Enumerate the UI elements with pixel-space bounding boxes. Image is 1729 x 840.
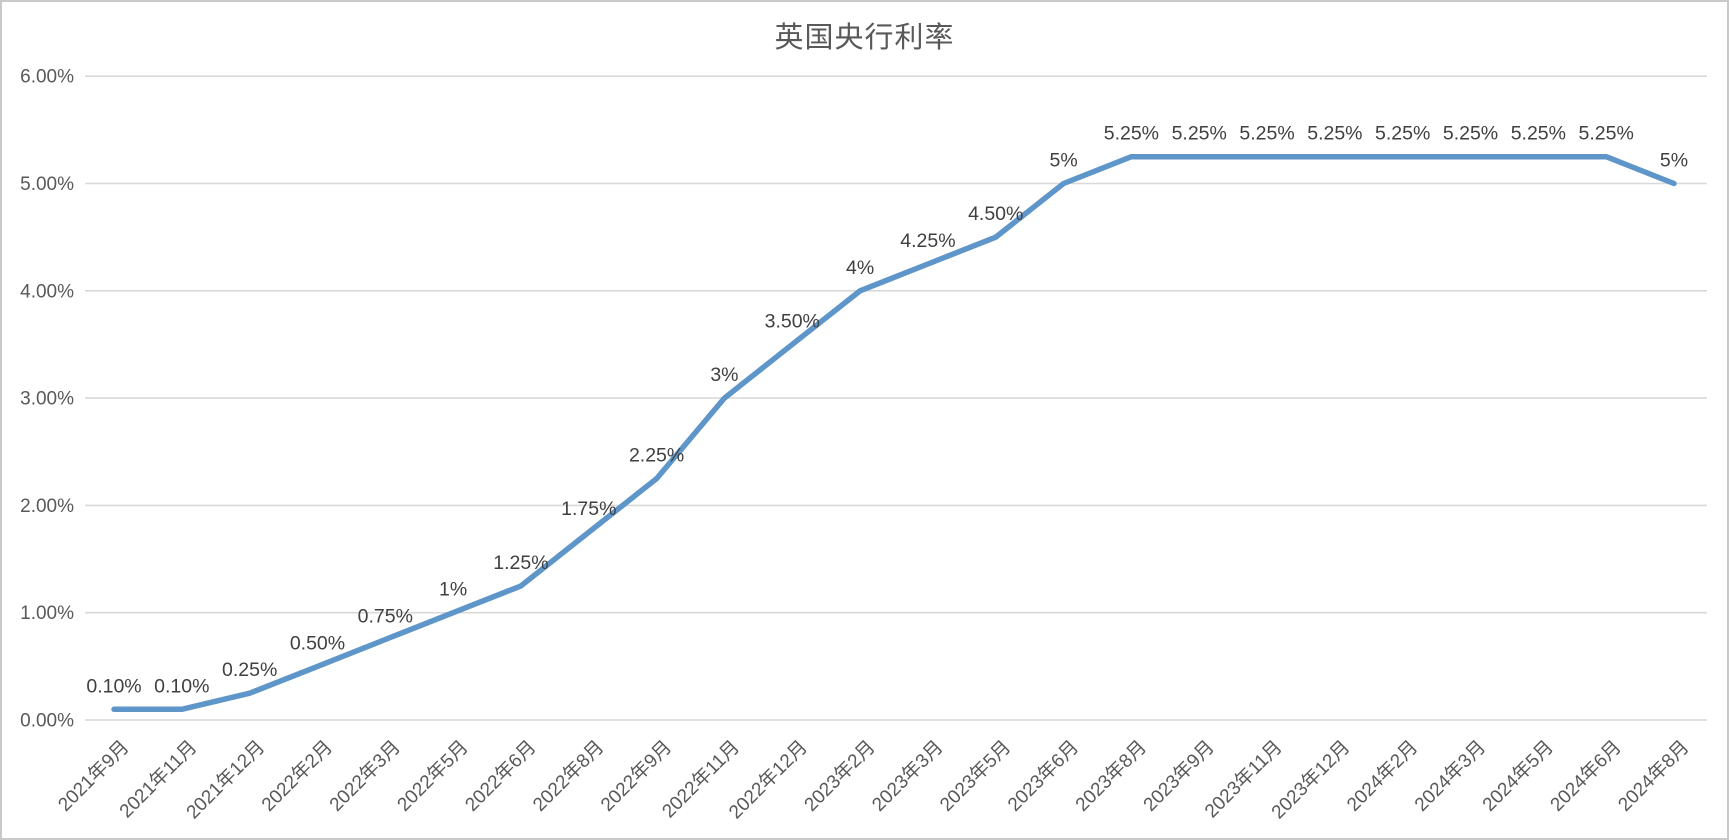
- x-axis-tick-label: 2023年3月: [868, 736, 948, 816]
- data-label: 0.25%: [222, 659, 277, 681]
- data-label: 5.25%: [1307, 123, 1362, 145]
- data-label: 1%: [439, 579, 467, 601]
- data-label: 4%: [846, 257, 874, 279]
- data-label: 5.25%: [1443, 123, 1498, 145]
- data-label: 5.25%: [1172, 123, 1227, 145]
- x-axis-tick-label: 2024年2月: [1342, 736, 1422, 816]
- data-label: 0.10%: [154, 675, 209, 697]
- x-axis-tick-label: 2022年3月: [325, 736, 405, 816]
- y-axis-tick-label: 5.00%: [20, 174, 74, 195]
- x-axis-tick-label: 2022年8月: [529, 736, 609, 816]
- x-axis-tick-label: 2023年8月: [1071, 736, 1151, 816]
- data-label: 4.25%: [900, 230, 955, 252]
- y-axis-tick-labels: 0.00% 1.00% 2.00% 3.00% 4.00% 5.00% 6.00%: [20, 67, 74, 732]
- data-label: 5.25%: [1239, 123, 1294, 145]
- x-axis-tick-label: 2024年3月: [1410, 736, 1490, 816]
- y-axis-tick-label: 3.00%: [20, 389, 74, 410]
- y-axis-tick-label: 2.00%: [20, 496, 74, 517]
- data-label: 0.50%: [290, 632, 345, 654]
- y-axis-tick-label: 6.00%: [20, 67, 74, 88]
- x-axis-tick-label: 2024年5月: [1478, 736, 1558, 816]
- x-axis-tick-label: 2022年6月: [461, 736, 541, 816]
- data-label: 3.50%: [765, 310, 820, 332]
- data-label: 5.25%: [1104, 123, 1159, 145]
- data-label: 5.25%: [1579, 123, 1634, 145]
- gridlines: [85, 75, 1707, 721]
- x-axis-tick-label: 2022年5月: [393, 736, 473, 816]
- data-label: 0.10%: [86, 675, 141, 697]
- x-axis-tick-labels: 2021年9月2021年11月2021年12月2022年2月2022年3月202…: [54, 736, 1694, 823]
- x-axis-tick-label: 2023年6月: [1003, 736, 1083, 816]
- y-axis-tick-label: 4.00%: [20, 281, 74, 302]
- data-label: 5%: [1049, 150, 1077, 172]
- x-axis-tick-label: 2023年5月: [935, 736, 1015, 816]
- data-label: 5.25%: [1375, 123, 1430, 145]
- data-label: 4.50%: [968, 203, 1023, 225]
- data-label: 1.75%: [561, 498, 616, 520]
- x-axis-tick-label: 2022年2月: [257, 736, 337, 816]
- rate-line-series: [111, 153, 1677, 713]
- data-label: 5%: [1660, 150, 1688, 172]
- data-label: 1.25%: [493, 552, 548, 574]
- data-labels: 0.10% 0.10% 0.25% 0.50% 0.75% 1% 1.25% 1.75% 2.2…: [86, 123, 1688, 698]
- data-label: 5.25%: [1511, 123, 1566, 145]
- y-axis-tick-label: 1.00%: [20, 603, 74, 624]
- chart-title: 英国央行利率: [774, 20, 955, 54]
- x-axis-tick-label: 2023年2月: [800, 736, 880, 816]
- data-label: 0.75%: [358, 606, 413, 628]
- y-axis-tick-label: 0.00%: [20, 711, 74, 732]
- data-label: 2.25%: [629, 445, 684, 467]
- x-axis-tick-label: 2024年8月: [1614, 736, 1694, 816]
- data-label: 3%: [710, 364, 738, 386]
- x-axis-tick-label: 2024年6月: [1546, 736, 1626, 816]
